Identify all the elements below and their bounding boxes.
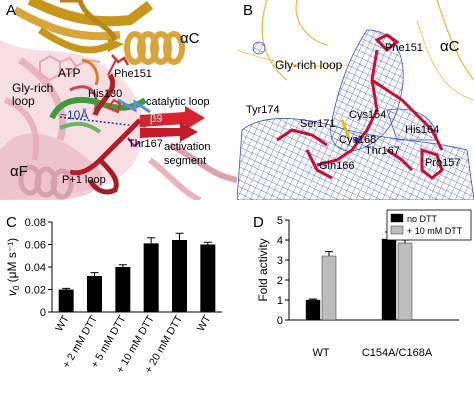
chart-d: 0 1 2 3 4 5 Fold activity WT C154A/C168A no DTT + … <box>256 209 472 359</box>
label-b-tyr174: Tyr174 <box>246 104 280 116</box>
chart-d-bar <box>381 238 397 321</box>
label-distance: ~10Å <box>60 108 89 122</box>
panel-b-density <box>237 0 474 200</box>
chart-c-errorbar <box>90 272 99 276</box>
chart-c-bar <box>172 240 187 312</box>
chart-d-errorbar <box>401 239 409 243</box>
chart-d-errorbar <box>325 251 333 256</box>
chart-d-xtick-label: WT <box>312 347 329 359</box>
chart-c-ytick-label: 0.06 <box>25 240 46 252</box>
chart-c-axes <box>51 222 222 313</box>
chart-c-ytick-label: 0.08 <box>25 217 46 229</box>
chart-c-errorbar <box>118 264 127 267</box>
chart-d-ytick-label: 1 <box>277 295 283 307</box>
chart-c-bar <box>143 243 159 312</box>
chart-d-ytick-label: 5 <box>277 215 283 227</box>
chart-c-ytick-label: 0 <box>40 307 46 319</box>
panel-b: B Phe151 αC Gly-rich loop Tyr174 Ser171 … <box>237 0 474 200</box>
label-b-ser171: Ser171 <box>300 118 336 130</box>
chart-c-xtick-label: WT <box>195 313 214 334</box>
label-thr167: Thr167 <box>128 138 163 150</box>
chart-c-errorbar <box>175 232 184 240</box>
chart-d-bar <box>305 299 321 321</box>
chart-d-bar <box>321 255 337 321</box>
panel-b-label: B <box>243 2 254 19</box>
panel-c-label: C <box>6 214 17 231</box>
chart-d-ylabel: Fold activity <box>256 238 270 301</box>
panel-a-structure <box>0 0 237 200</box>
chart-d-legend-label: + 10 mM DTT <box>407 226 463 236</box>
label-gly-rich-loop: Gly-rich loop <box>12 81 54 108</box>
panel-a-label: A <box>6 2 17 19</box>
chart-c-xtick-label: WT <box>53 313 72 334</box>
label-b-gln166: Gln166 <box>319 160 355 172</box>
chart-d-xtick-label: C154A/C168A <box>362 347 433 359</box>
label-b-phe151: Phe151 <box>385 42 423 54</box>
panel-c: C 0 0.02 0.04 0.06 0.08 v0 (μM s⁻¹) WT + 2 mM D… <box>0 200 237 400</box>
panel-a: A αC ATP Phe151 Gly-rich loop His130 cat… <box>0 0 237 200</box>
chart-d-errorbar <box>309 298 317 300</box>
chart-d-ytick-label: 3 <box>277 255 283 267</box>
chart-c-bar <box>115 267 131 312</box>
chart-d-legend-swatch <box>390 213 404 223</box>
label-alphac: αC <box>180 30 200 47</box>
label-b-gly-rich-loop: Gly-rich loop <box>275 58 343 72</box>
label-catalytic-loop: catalytic loop <box>146 96 210 108</box>
label-beta9: β9 <box>150 113 163 125</box>
label-atp: ATP <box>58 66 81 80</box>
label-p1-loop: P+1 loop <box>62 174 106 186</box>
chart-d-ytick-label: 4 <box>277 235 283 247</box>
chart-d-ytick-label: 0 <box>277 315 283 327</box>
chart-c-ylabel: v0 (μM s⁻¹) <box>5 238 21 296</box>
label-b-cys154: Cys154 <box>349 109 387 121</box>
chart-c-errorbar <box>147 237 156 244</box>
label-phe151: Phe151 <box>114 68 152 80</box>
label-b-alphac: αC <box>440 38 460 55</box>
label-his130: His130 <box>88 88 123 100</box>
chart-c-bar <box>58 289 74 312</box>
chart-c-bar <box>87 276 102 312</box>
label-b-thr167: Thr167 <box>365 145 400 157</box>
chart-c-ytick-label: 0.02 <box>25 285 46 297</box>
chart-c-errorbar <box>62 287 71 290</box>
label-activation-segment: activation segment <box>164 141 211 167</box>
chart-d-legend-swatch <box>390 225 404 235</box>
panel-d: D 0 1 2 3 4 5 Fold activity WT C154A/C168A no DTT… <box>237 200 474 400</box>
panel-d-label: D <box>253 214 264 231</box>
chart-c-bar <box>200 244 216 312</box>
chart-d-bar <box>397 242 413 321</box>
chart-d-legend-label: no DTT <box>407 214 438 224</box>
label-b-cys168: Cys168 <box>339 134 377 146</box>
label-b-pro157: Pro157 <box>425 157 461 169</box>
chart-c-ytick-label: 0.04 <box>25 262 46 274</box>
label-b-his164: His164 <box>405 124 440 136</box>
chart-c-errorbar <box>203 241 212 245</box>
chart-d-ytick-label: 2 <box>277 275 283 287</box>
label-alphaf: αF <box>10 163 28 180</box>
